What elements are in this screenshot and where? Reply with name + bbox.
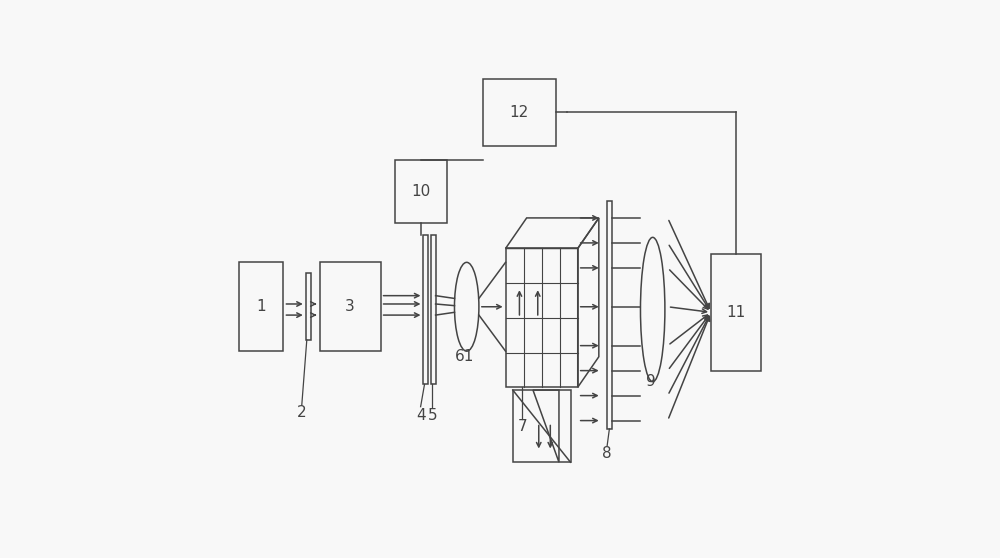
Bar (513, 390, 571, 462)
Text: 4: 4 (416, 407, 425, 422)
Text: 12: 12 (510, 105, 529, 120)
Text: 3: 3 (345, 299, 355, 314)
Text: 9: 9 (646, 374, 656, 389)
Bar (306, 273, 311, 340)
Bar (607, 201, 612, 429)
Bar (423, 234, 428, 384)
Text: 61: 61 (455, 349, 475, 364)
Text: 11: 11 (726, 305, 746, 320)
Text: 1: 1 (256, 299, 266, 314)
Bar (483, 79, 556, 146)
Text: 10: 10 (412, 184, 431, 199)
Bar (506, 248, 578, 387)
Bar (239, 262, 283, 351)
Text: 2: 2 (297, 405, 307, 420)
Text: 8: 8 (602, 446, 612, 461)
Bar (320, 262, 381, 351)
Text: 7: 7 (517, 418, 527, 434)
Bar (395, 160, 447, 223)
Text: 5: 5 (427, 407, 437, 422)
Bar (711, 254, 761, 371)
Bar (431, 234, 436, 384)
